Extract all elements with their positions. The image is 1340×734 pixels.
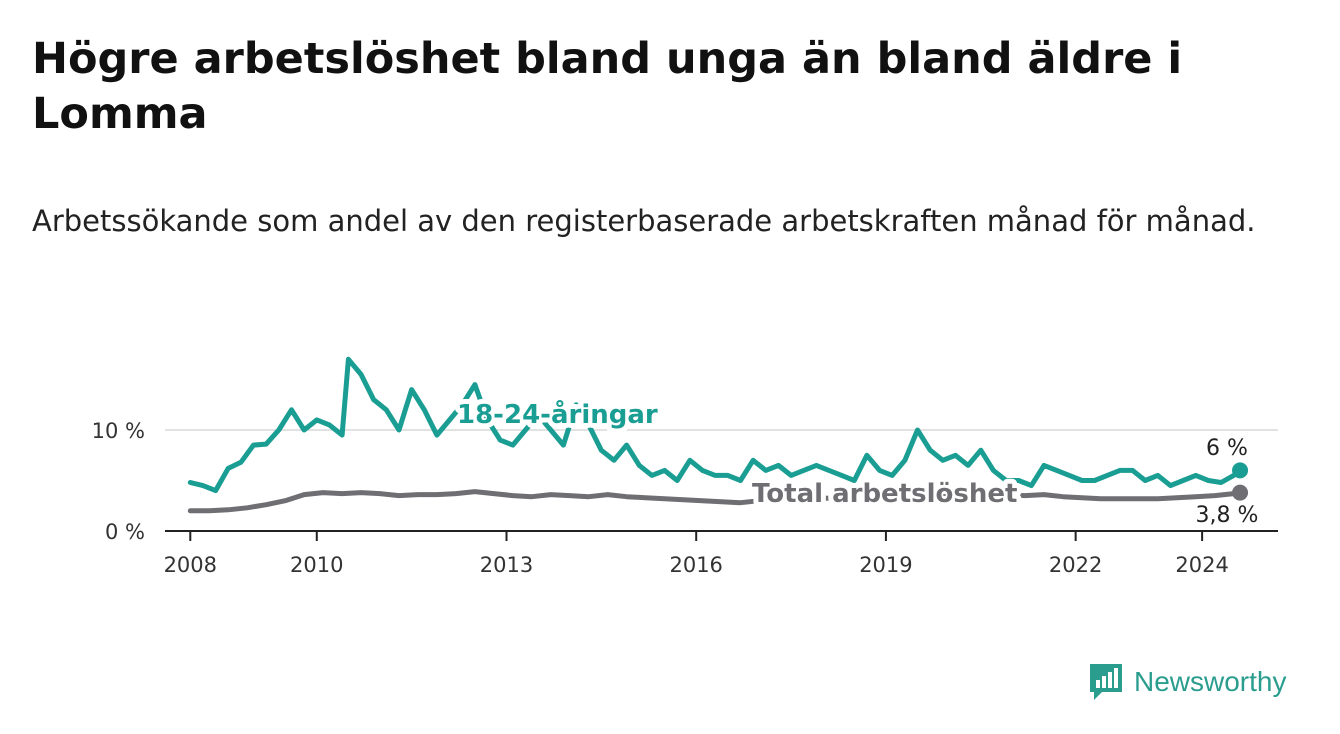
x-tick-label: 2013 <box>480 553 533 577</box>
x-axis: 2008 2010 2013 2016 2019 2022 2024 <box>164 530 1278 577</box>
series-label-total-halo: Total arbetslöshet <box>752 479 1017 509</box>
y-tick-label: 0 % <box>105 520 145 544</box>
x-tick-label: 2008 <box>164 553 217 577</box>
x-tick-label: 2022 <box>1049 553 1102 577</box>
series-label-18-24: 18-24-åringar <box>457 398 658 430</box>
x-tick-label: 2024 <box>1175 553 1228 577</box>
series-line-total <box>187 489 1243 514</box>
end-label-total: 3,8 % <box>1196 503 1259 528</box>
chart-subtitle: Arbetssökande som andel av den registerb… <box>32 204 1256 238</box>
end-point-total <box>1232 484 1249 501</box>
x-tick-label: 2019 <box>859 553 912 577</box>
x-tick-label: 2010 <box>290 553 343 577</box>
x-tick-label: 2016 <box>669 553 722 577</box>
series-label-total: Total arbetslöshet <box>752 479 1017 509</box>
newsworthy-logo: Newsworthy <box>1088 660 1286 704</box>
newsworthy-logo-icon <box>1090 664 1122 700</box>
end-point-18-24 <box>1232 462 1249 479</box>
series-line-18-24 <box>187 356 1243 494</box>
y-tick-label: 10 % <box>92 419 145 443</box>
series-label-18-24-halo: 18-24-åringar <box>457 398 658 430</box>
gridlines: 0 % 10 % <box>92 419 1278 544</box>
series-lines <box>187 356 1249 514</box>
brand-name: Newsworthy <box>1134 666 1287 697</box>
chart-title: Högre arbetslöshet bland unga än bland ä… <box>32 34 1183 139</box>
end-label-18-24: 6 % <box>1206 436 1248 461</box>
